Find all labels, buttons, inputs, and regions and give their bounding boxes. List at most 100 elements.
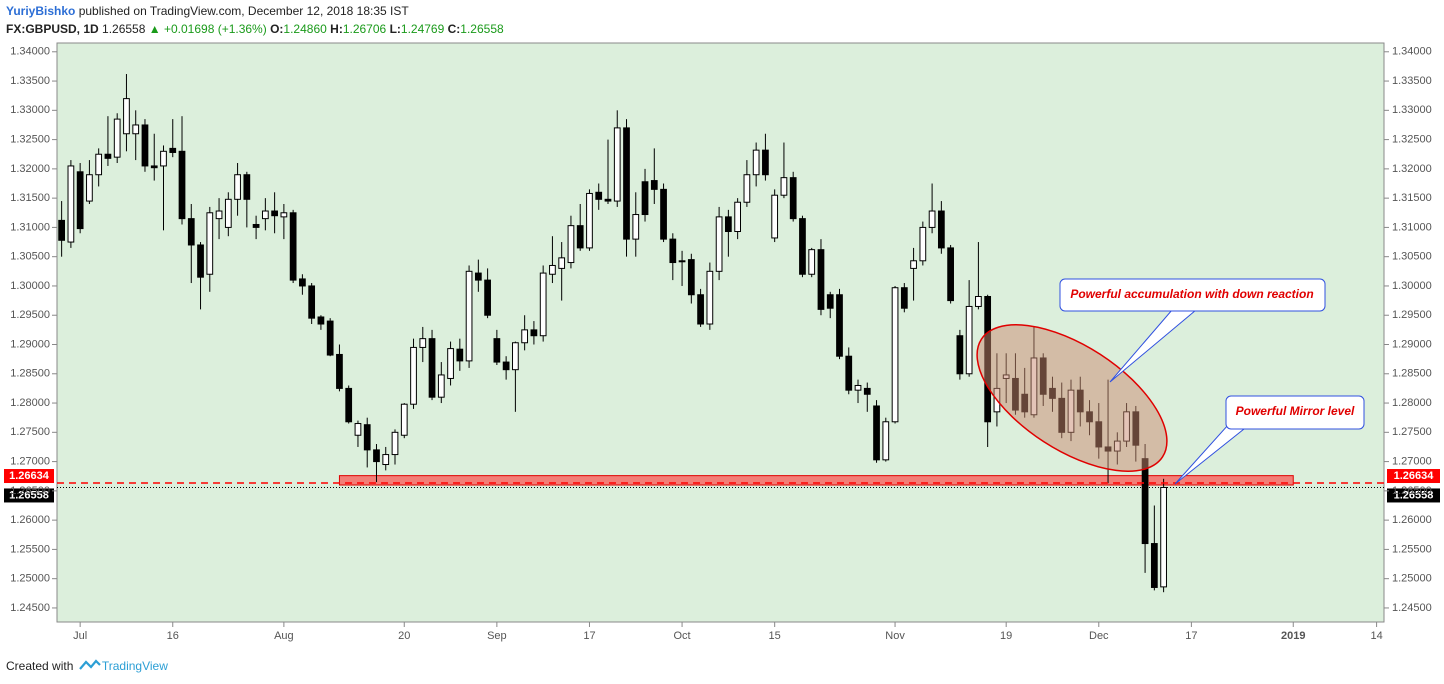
candle-body (132, 124, 140, 135)
candle-body (1150, 543, 1158, 588)
y-tick-label: 1.33000 (1392, 104, 1432, 116)
support-zone (338, 475, 1294, 486)
y-tick-label: 1.31000 (10, 221, 50, 233)
y-tick-label: 1.26500 (1392, 485, 1432, 497)
ohlc-value: 1.26558 (460, 22, 504, 36)
y-tick-label: 1.31500 (10, 192, 50, 204)
ohlc-value: 1.26706 (342, 22, 387, 36)
ohlc-label: H: (330, 22, 343, 36)
price-level-box (4, 469, 54, 484)
candle-body (956, 335, 964, 375)
candle-body (512, 342, 519, 371)
candle-body (799, 218, 806, 275)
plot-area (56, 42, 1385, 623)
candle-body (243, 174, 251, 200)
y-tick-label: 1.25500 (10, 543, 50, 555)
candle-body (400, 403, 408, 436)
candle-body (502, 361, 510, 371)
candle-body (363, 424, 371, 451)
y-tick-label: 1.26000 (1392, 514, 1432, 526)
candle-body (150, 165, 158, 169)
candle-body (326, 320, 334, 356)
logo (78, 659, 101, 670)
y-tick-label: 1.33500 (10, 75, 50, 87)
candle-body (1141, 458, 1149, 545)
candle-body (484, 279, 491, 316)
y-tick-label: 1.25500 (1392, 543, 1432, 555)
candle-body (743, 174, 751, 203)
x-tick-label: Oct (674, 630, 691, 642)
candle-body (558, 257, 566, 269)
x-tick-label: 17 (583, 630, 595, 642)
x-tick-label: Sep (487, 630, 507, 642)
price-level-label: 1.26634 (1394, 470, 1435, 482)
candle-body (734, 201, 742, 233)
candle-body (975, 295, 982, 307)
candle-body (1160, 486, 1167, 588)
accumulation-ellipse (976, 324, 1168, 472)
candle-body (762, 149, 769, 176)
candle-body (725, 216, 732, 233)
candle-body (67, 165, 75, 243)
candle-body (215, 210, 223, 220)
candle-body (178, 150, 186, 220)
candle-body (965, 305, 973, 375)
y-tick-label: 1.30500 (10, 251, 50, 263)
y-tick-label: 1.34000 (1392, 46, 1432, 58)
y-tick-label: 1.24500 (10, 602, 50, 614)
candle-body (419, 338, 427, 348)
candle-body (576, 225, 584, 249)
candle-body (632, 214, 640, 240)
candle-body (354, 423, 362, 436)
candle-body (539, 272, 547, 337)
y-tick-label: 1.33500 (1392, 75, 1432, 87)
candle-body (660, 188, 667, 240)
candle-body (836, 294, 843, 357)
y-tick-label: 1.29500 (1392, 309, 1432, 321)
y-tick-label: 1.32000 (10, 163, 50, 175)
y-tick-label: 1.28500 (1392, 368, 1432, 380)
candle-body (789, 177, 797, 220)
y-tick-label: 1.30000 (10, 280, 50, 292)
candle-body (521, 329, 529, 344)
price-level-box (1387, 469, 1440, 484)
y-tick-label: 1.31500 (1392, 192, 1432, 204)
candle-body (891, 287, 899, 423)
y-tick-label: 1.25000 (1392, 573, 1432, 585)
x-tick-label: 16 (167, 630, 179, 642)
symbol-line: FX:GBPUSD, 1D 1.26558 ▲ +0.01698 (+1.36%… (6, 22, 504, 36)
candle-body (95, 153, 103, 176)
y-tick-label: 1.27500 (1392, 426, 1432, 438)
callout-text: Powerful accumulation with down reaction (1070, 287, 1313, 301)
price-level-label: 1.26558 (9, 489, 49, 501)
y-tick-label: 1.29000 (10, 338, 50, 350)
x-tick-label: 17 (1185, 630, 1197, 642)
candle-body (437, 374, 445, 398)
candle-body (937, 210, 945, 249)
candle-body (919, 226, 927, 262)
publish-line: YuriyBishko published on TradingView.com… (6, 4, 409, 18)
y-tick-label: 1.32500 (1392, 134, 1432, 146)
candle-body (234, 174, 241, 200)
candle-body (206, 212, 214, 275)
callout-text: Powerful Mirror level (1236, 404, 1355, 418)
change: ▲ +0.01698 (+1.36%) (148, 22, 267, 36)
candle-body (447, 348, 454, 379)
candle-body (641, 181, 649, 216)
published: published on TradingView.com, December 1… (78, 4, 409, 18)
y-tick-label: 1.28000 (10, 397, 50, 409)
x-tick-label: 14 (1370, 630, 1382, 642)
y-tick-label: 1.27000 (10, 455, 50, 467)
ohlc-label: C: (447, 22, 461, 36)
candle-body (280, 212, 288, 218)
candle-body (928, 210, 936, 228)
author: YuriyBishko (6, 4, 76, 18)
x-tick-label: 2019 (1281, 630, 1305, 642)
symbol: FX:GBPUSD, 1D (6, 22, 99, 36)
candle-body (706, 270, 714, 325)
x-tick-label: Jul (73, 630, 87, 642)
candle-body (882, 421, 890, 461)
candle-body (586, 192, 593, 249)
ohlc-value: 1.24769 (400, 22, 445, 36)
